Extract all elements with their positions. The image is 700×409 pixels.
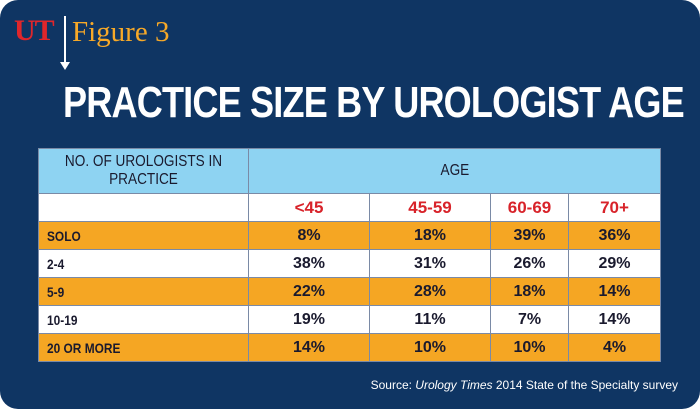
row-label: 2-4 — [47, 255, 65, 272]
logo-brand: UT — [14, 14, 55, 47]
row-label: SOLO — [47, 227, 81, 244]
value-cell: 11% — [369, 305, 491, 334]
table-row: 2-4 38% 31% 26% 29% — [38, 249, 662, 278]
source-note: Source: Urology Times 2014 State of the … — [371, 378, 678, 392]
table-row: 10-19 19% 11% 7% 14% — [38, 305, 662, 334]
row-header: NO. OF UROLOGISTS IN PRACTICE — [64, 153, 223, 188]
table-row: SOLO 8% 18% 39% 36% — [38, 221, 662, 250]
value-cell: 38% — [248, 249, 370, 278]
logo-divider — [64, 16, 66, 68]
figure-label: Figure 3 — [72, 16, 170, 48]
value-cell: 18% — [490, 277, 569, 306]
row-label-cell: 5-9 — [38, 277, 249, 306]
value-cell: 18% — [369, 221, 491, 250]
blank-cell — [38, 193, 249, 222]
value-cell: 14% — [567, 305, 662, 334]
row-label-cell: SOLO — [38, 221, 249, 250]
value-cell: 7% — [490, 305, 569, 334]
value-cell: 10% — [490, 333, 569, 362]
source-suffix: 2014 State of the Specialty survey — [492, 378, 678, 392]
source-prefix: Source: — [370, 378, 416, 392]
value-cell: 29% — [567, 249, 662, 278]
row-header-cell: NO. OF UROLOGISTS IN PRACTICE — [38, 148, 249, 194]
chart-title: PRACTICE SIZE BY UROLOGIST AGE — [63, 78, 685, 127]
value-cell: 4% — [567, 333, 662, 362]
value-cell: 14% — [567, 277, 662, 306]
data-table: NO. OF UROLOGISTS IN PRACTICE AGE <45 45… — [38, 148, 662, 362]
value-cell: 28% — [369, 277, 491, 306]
source-publication: Urology Times — [415, 378, 493, 392]
column-group-header-cell: AGE — [247, 148, 662, 194]
age-column-label: <45 — [248, 193, 370, 222]
arrow-down-icon — [60, 62, 70, 70]
age-column-label: 70+ — [567, 193, 662, 222]
table-row: 20 OR MORE 14% 10% 10% 4% — [38, 333, 662, 362]
value-cell: 8% — [248, 221, 370, 250]
row-label-cell: 20 OR MORE — [38, 333, 249, 362]
age-column-label: 45-59 — [369, 193, 491, 222]
row-label: 10-19 — [47, 311, 78, 328]
header-row: NO. OF UROLOGISTS IN PRACTICE AGE — [38, 148, 662, 194]
value-cell: 14% — [248, 333, 370, 362]
table-row: 5-9 22% 28% 18% 14% — [38, 277, 662, 306]
value-cell: 19% — [248, 305, 370, 334]
value-cell: 10% — [369, 333, 491, 362]
value-cell: 39% — [490, 221, 569, 250]
row-label: 20 OR MORE — [47, 339, 121, 356]
row-label-cell: 2-4 — [38, 249, 249, 278]
value-cell: 26% — [490, 249, 569, 278]
value-cell: 36% — [567, 221, 662, 250]
age-column-label: 60-69 — [490, 193, 569, 222]
row-label: 5-9 — [47, 283, 65, 300]
row-label-cell: 10-19 — [38, 305, 249, 334]
age-header-row: <45 45-59 60-69 70+ — [38, 193, 662, 222]
column-group-header: AGE — [440, 162, 469, 179]
value-cell: 22% — [248, 277, 370, 306]
value-cell: 31% — [369, 249, 491, 278]
